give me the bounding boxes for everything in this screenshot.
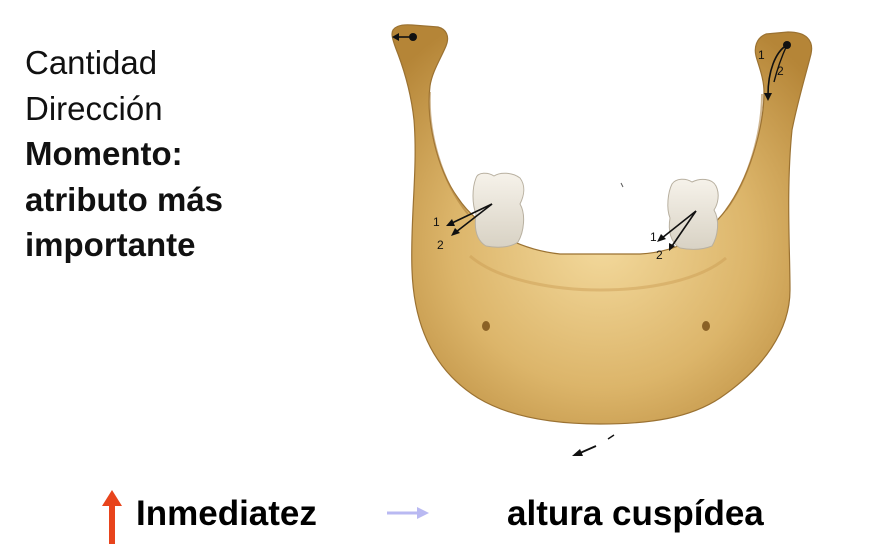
mental-foramen-right (702, 321, 710, 331)
force-label-right-condyle-2: 2 (777, 64, 784, 78)
force-label-left-molar-1: 1 (433, 215, 440, 229)
mental-foramen-left (482, 321, 490, 331)
altura-cuspidea-label: altura cuspídea (507, 494, 764, 533)
text-line-cantidad: Cantidad (25, 44, 158, 81)
inmediatez-label: Inmediatez (136, 494, 317, 533)
text-line-direccion: Dirección (25, 89, 163, 127)
text-line-importante: importante (25, 226, 196, 263)
resultant-force-arrow (572, 434, 615, 456)
right-condyle-force-arrows: 1 2 (758, 41, 791, 101)
right-molar-force-arrows: 1 2 (650, 210, 697, 262)
text-line-atributo: atributo más (25, 180, 224, 218)
right-arrow-icon (387, 507, 429, 519)
stray-mark (620, 182, 624, 188)
text-line-momento: Momento: (25, 135, 183, 172)
force-label-right-condyle-1: 1 (758, 48, 765, 62)
bottom-relation-row: Inmediatez altura cuspídea (0, 484, 891, 546)
force-label-right-molar-1: 1 (650, 230, 657, 244)
mandible-bone (391, 24, 813, 425)
left-condyle-force-arrow (392, 33, 417, 41)
up-arrow-icon (102, 490, 122, 544)
description-text: Cantidad Dirección Momento: atributo más… (25, 40, 223, 268)
left-molar-force-arrows: 1 2 (433, 203, 493, 252)
force-label-left-molar-2: 2 (437, 238, 444, 252)
force-label-right-molar-2: 2 (656, 248, 663, 262)
